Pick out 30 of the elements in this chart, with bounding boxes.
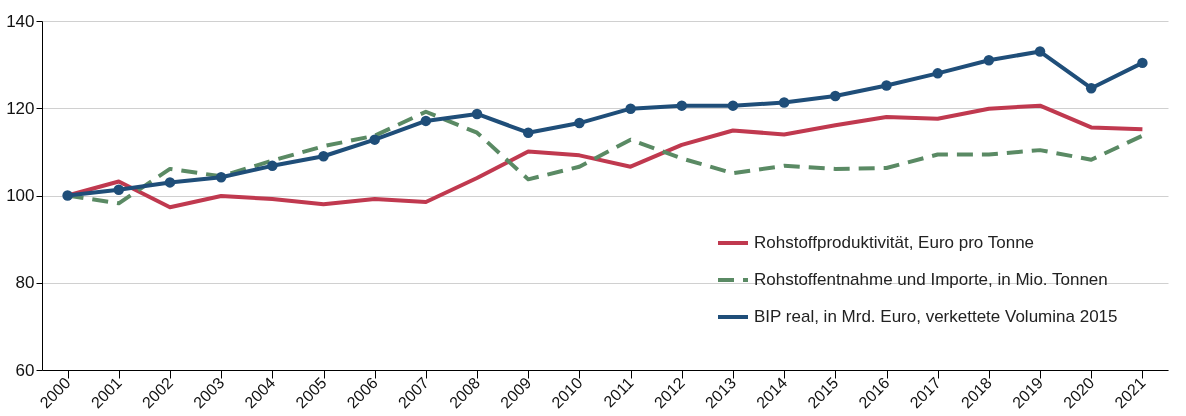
point [420, 115, 432, 127]
y-tick-label: 80 [15, 273, 35, 293]
point [522, 127, 534, 138]
point [62, 190, 73, 201]
point [881, 80, 892, 91]
point [574, 117, 585, 129]
point [932, 68, 943, 79]
point [215, 171, 227, 183]
point [983, 55, 995, 66]
point [830, 90, 841, 102]
y-tick-label: 140 [6, 11, 35, 31]
point [727, 100, 739, 111]
point [369, 134, 380, 145]
point [1034, 46, 1046, 57]
point [676, 100, 688, 111]
point [164, 177, 176, 188]
legend-label: Rohstoffentnahme und Importe, in Mio. Tonnen [754, 270, 1108, 289]
legend-label: BIP real, in Mrd. Euro, verkettete Volumina 2015 [754, 307, 1118, 326]
y-tick-label: 100 [6, 186, 35, 205]
point [1085, 82, 1097, 94]
y-tick-label: 60 [15, 360, 35, 380]
point [113, 184, 125, 196]
point [471, 108, 483, 120]
point [1137, 57, 1148, 69]
point [625, 103, 636, 114]
point [778, 97, 790, 108]
point [318, 151, 329, 162]
legend-label: Rohstoffproduktivität, Euro pro Tonne [754, 233, 1035, 252]
y-tick-label: 120 [6, 98, 35, 118]
point [267, 160, 278, 172]
